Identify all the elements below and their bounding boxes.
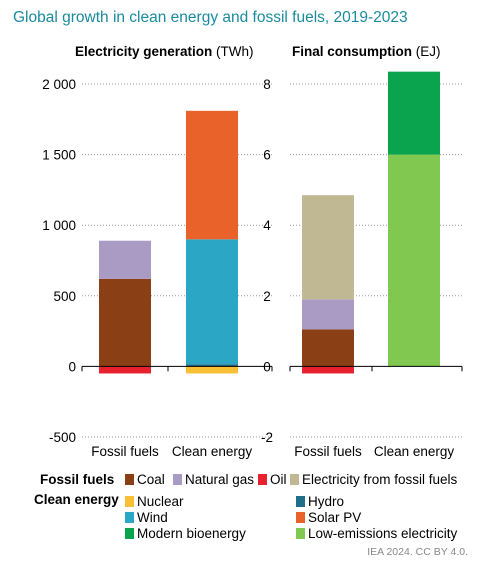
legend-item-solar-pv: Solar PV <box>296 510 361 525</box>
panel-1-ytick-label: 500 <box>53 289 76 304</box>
chart-canvas: Electricity generation (TWh) -500 0 500 1 00… <box>42 44 463 459</box>
legend-swatch-nuclear <box>125 496 134 507</box>
panel-2-category-label: Clean energy <box>374 444 455 459</box>
panel-1-title-main: Electricity generation <box>75 44 216 59</box>
legend-label-oil: Oil <box>270 472 287 487</box>
legend-swatch-electricity-from-fossil-fuels <box>290 474 299 485</box>
panel-2-bar-fossil-fuels-electricity-from-fossil-fuels <box>302 195 354 300</box>
panel-2-category-label: Fossil fuels <box>294 444 362 459</box>
panel-1-bar-clean-energy-hydro <box>186 364 238 367</box>
legend-label-low-emissions-electricity: Low-emissions electricity <box>308 526 458 541</box>
panel-2-ytick-label: 0 <box>263 359 271 374</box>
panel-1-bar-fossil-fuels-natural-gas <box>99 240 151 279</box>
panel-2-ytick-label: 2 <box>263 289 271 304</box>
legend-item-modern-bioenergy: Modern bioenergy <box>125 526 246 541</box>
panel-1-title-unit: (TWh) <box>216 44 254 59</box>
legend-label-nuclear: Nuclear <box>137 494 184 509</box>
panel-2-ytick-label: 6 <box>263 148 271 163</box>
legend-swatch-low-emissions-electricity <box>296 528 305 539</box>
legend-item-hydro: Hydro <box>296 494 344 509</box>
legend-label-wind: Wind <box>137 510 168 525</box>
panel-2-bar-clean-energy-low-emissions-electricity <box>388 154 440 367</box>
legend-swatch-coal <box>125 474 134 485</box>
legend-label-coal: Coal <box>137 472 165 487</box>
legend-item-natural-gas: Natural gas <box>173 472 254 487</box>
panel-2-bar-fossil-fuels-coal <box>302 329 354 367</box>
legend-item-coal: Coal <box>125 472 165 487</box>
panel-1-ytick-label: 1 000 <box>42 218 76 233</box>
legend-swatch-oil <box>258 474 267 485</box>
panel-2-ytick-label: 8 <box>263 77 271 92</box>
legend-swatch-wind <box>125 512 134 523</box>
legend-label-natural-gas: Natural gas <box>185 472 255 487</box>
panel-1-title: Electricity generation (TWh) <box>75 44 254 59</box>
legend-label-hydro: Hydro <box>308 494 345 509</box>
panel-1-ytick-label: 0 <box>68 359 76 374</box>
legend-item-low-emissions-electricity: Low-emissions electricity <box>296 526 457 541</box>
legend-item-wind: Wind <box>125 510 168 525</box>
panel-2-ytick-label: 4 <box>263 218 271 233</box>
credit-text: IEA 2024. CC BY 4.0. <box>367 546 468 558</box>
chart-title: Global growth in clean energy and fossil… <box>13 9 408 26</box>
panel-2-title: Final consumption (EJ) <box>292 44 441 59</box>
legend-label-solar-pv: Solar PV <box>308 510 362 525</box>
panel-1-category-label: Fossil fuels <box>91 444 159 459</box>
legend-swatch-natural-gas <box>173 474 182 485</box>
panel-2-title-unit: (EJ) <box>416 44 441 59</box>
legend-swatch-modern-bioenergy <box>125 528 134 539</box>
legend-heading-fossil: Fossil fuels <box>40 472 115 487</box>
panel-1-bar-clean-energy-nuclear <box>186 366 238 374</box>
panel-2-bar-fossil-fuels-natural-gas <box>302 299 354 330</box>
legend-label-modern-bioenergy: Modern bioenergy <box>137 526 246 541</box>
panel-1-ytick-label: 2 000 <box>42 77 76 92</box>
panel-1-ytick-label: -500 <box>49 430 76 445</box>
panel-1-bar-clean-energy-solar-pv <box>186 110 238 240</box>
panel-2-bar-fossil-fuels-oil <box>302 366 354 374</box>
legend-heading-clean: Clean energy <box>34 492 119 507</box>
legend-item-nuclear: Nuclear <box>125 494 184 509</box>
legend-swatch-solar-pv <box>296 512 305 523</box>
panel-2-ytick-label: -2 <box>261 430 273 445</box>
legend-swatch-hydro <box>296 496 305 507</box>
panel-1-bar-fossil-fuels-coal <box>99 278 151 367</box>
legend-item-oil: Oil <box>258 472 287 487</box>
panel-1-ytick-label: 1 500 <box>42 148 76 163</box>
panel-1-bar-clean-energy-wind <box>186 239 238 365</box>
legend-item-electricity-from-fossil-fuels: Electricity from fossil fuels <box>290 472 457 487</box>
legend-label-electricity-from-fossil-fuels: Electricity from fossil fuels <box>302 472 458 487</box>
panel-1-category-label: Clean energy <box>172 444 253 459</box>
panel-1-bar-fossil-fuels-oil <box>99 366 151 374</box>
panel-2-title-main: Final consumption <box>292 44 416 59</box>
panel-2-bar-clean-energy-modern-bioenergy <box>388 71 440 155</box>
